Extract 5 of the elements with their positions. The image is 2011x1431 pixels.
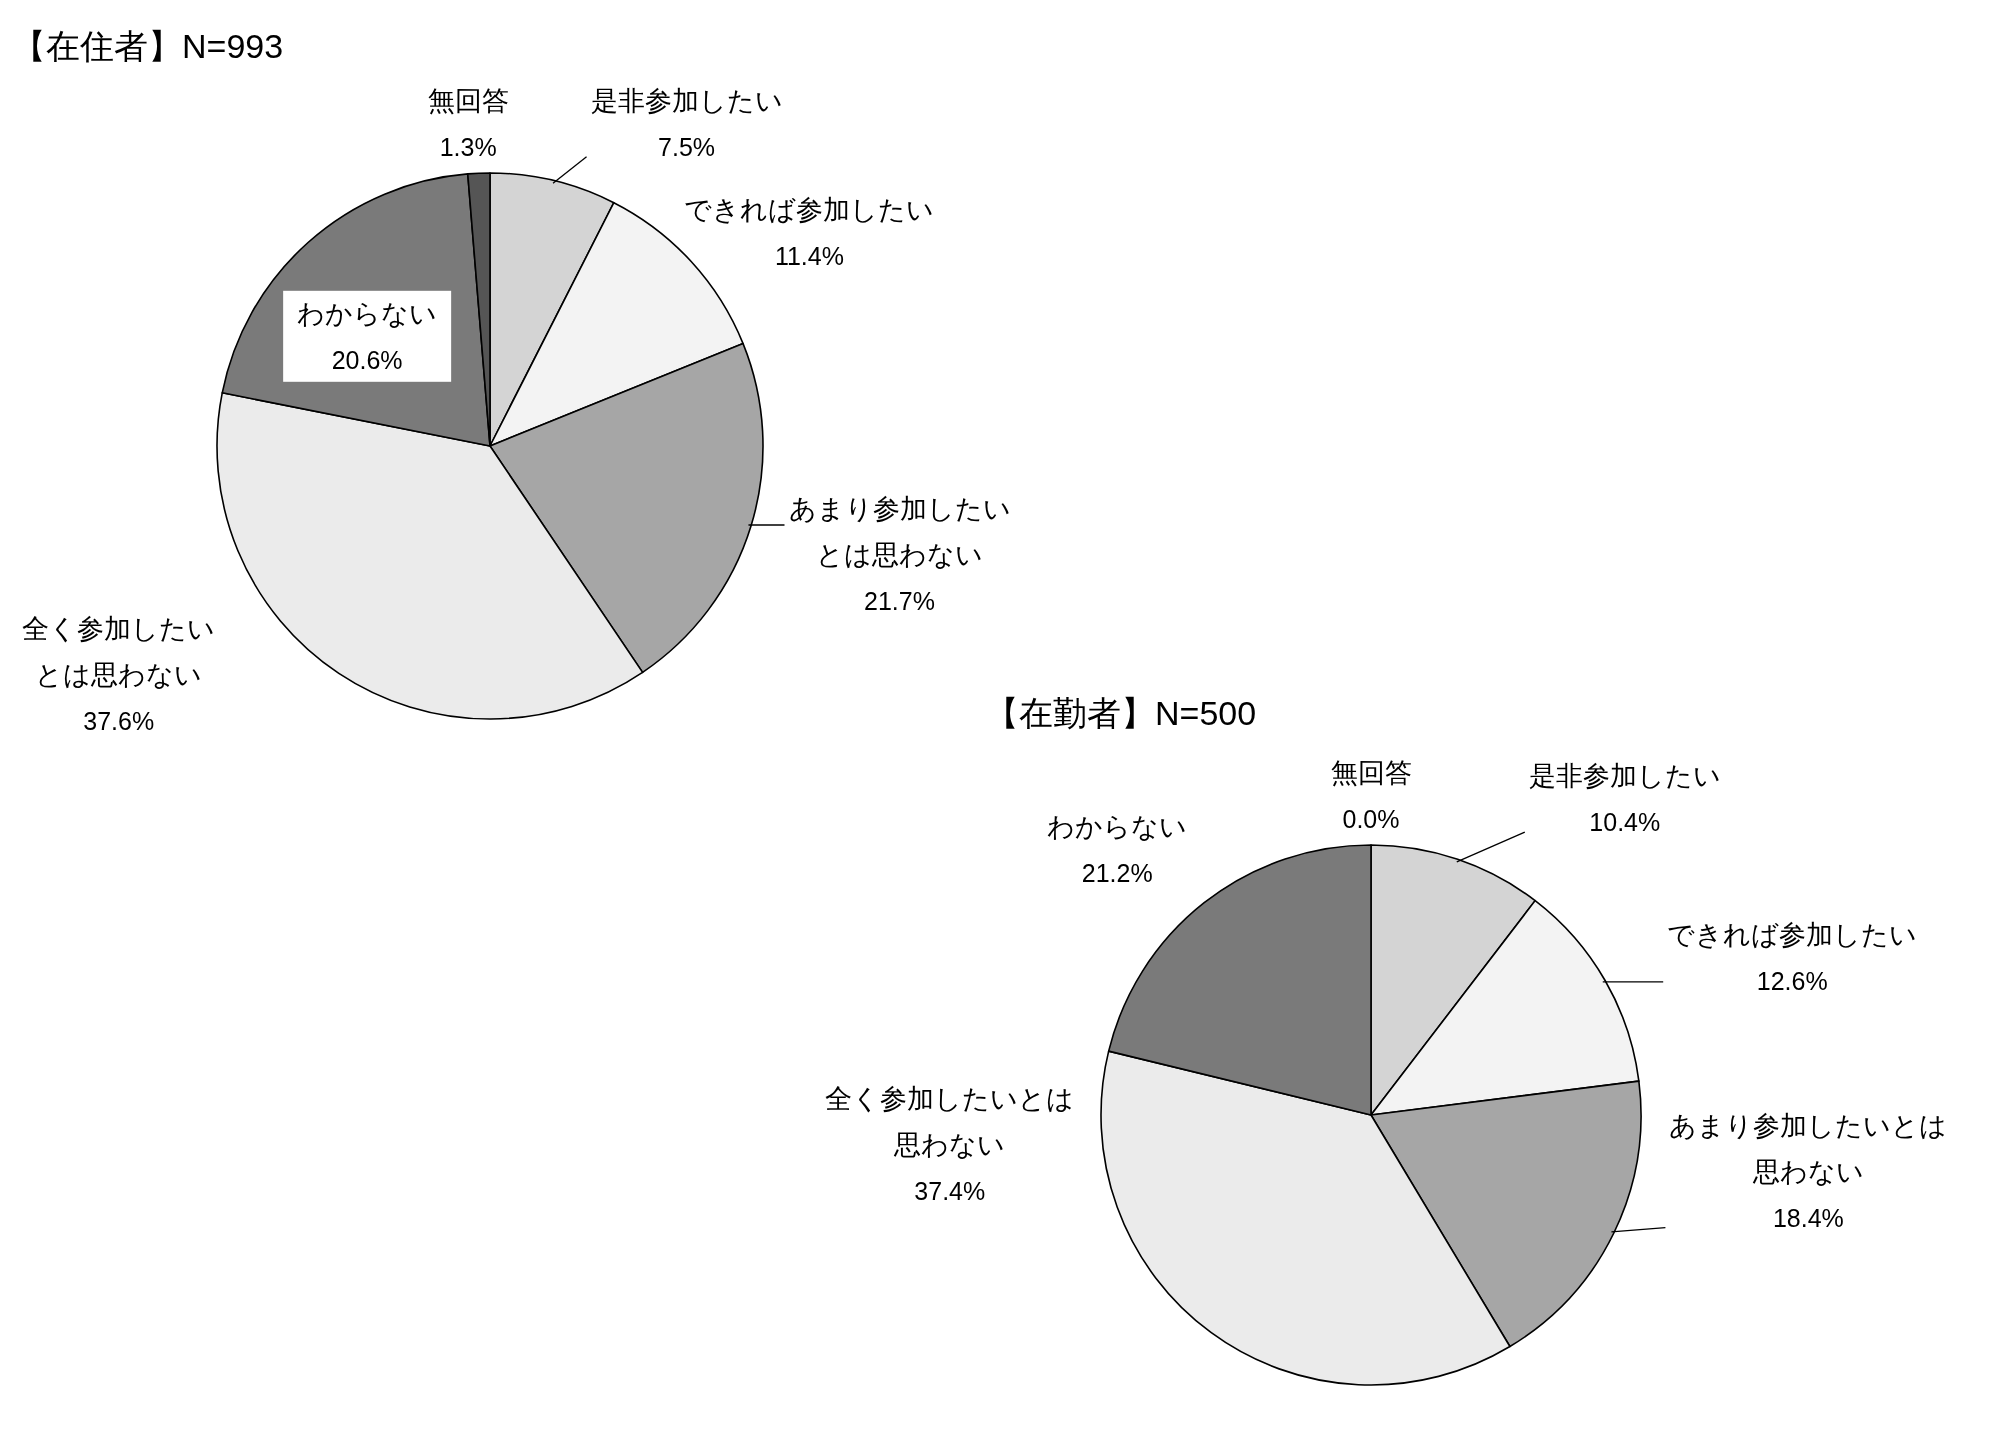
title: 【在住者】N=993: [12, 27, 284, 65]
data-label: 7.5%: [658, 132, 716, 161]
slice-label: 是非参加したい: [590, 85, 783, 116]
slice-label: あまり参加したいとは思わない: [788, 494, 1011, 571]
data-label: 21.7%: [864, 587, 935, 616]
